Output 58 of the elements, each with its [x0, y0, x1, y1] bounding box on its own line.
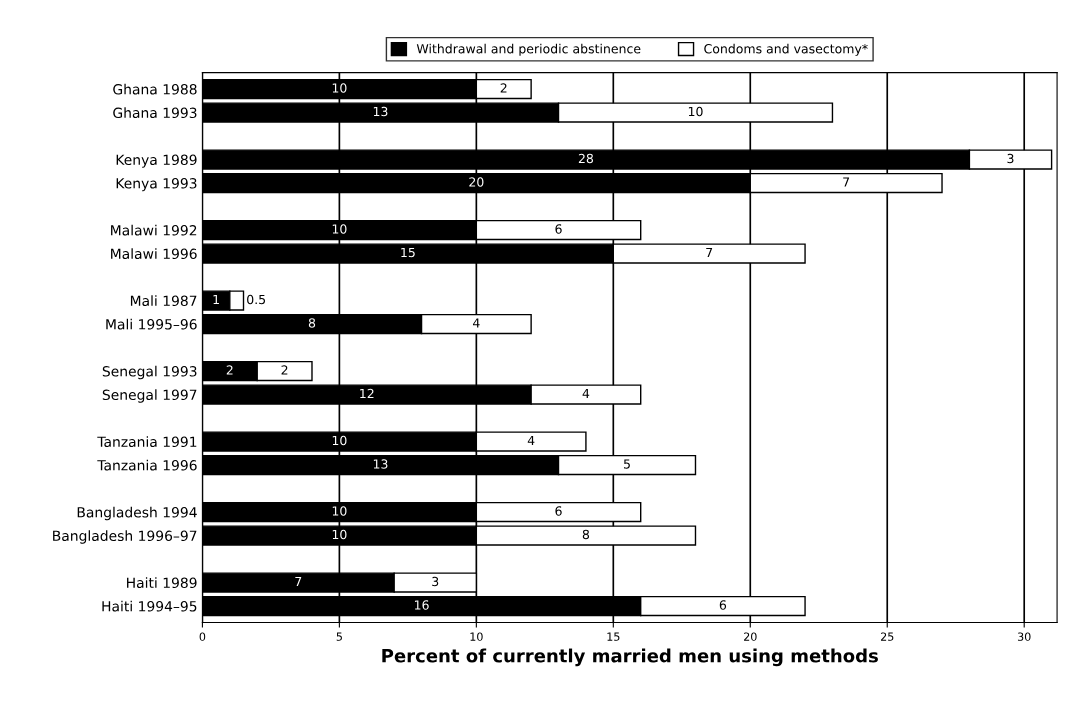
x-tick-label: 30: [1017, 632, 1031, 641]
y-tick-label: Ghana 1993: [113, 107, 197, 119]
data-label: 10: [332, 435, 347, 446]
data-label: 13: [373, 106, 388, 117]
y-tick-label: Kenya 1993: [116, 178, 197, 192]
y-tick-label: Kenya 1989: [116, 154, 197, 168]
data-label: 6: [555, 506, 562, 516]
data-label: 2: [500, 83, 507, 93]
data-label: 6: [719, 600, 727, 610]
data-label: 10: [688, 106, 703, 117]
legend-label: Withdrawal and periodic abstinence: [416, 43, 641, 56]
data-label: 5: [624, 459, 630, 469]
x-tick-label: 0: [199, 632, 206, 641]
y-tick-label: Haiti 1989: [127, 577, 197, 589]
x-tick-label: 15: [607, 632, 620, 641]
x-tick-label: 25: [880, 632, 894, 641]
y-tick-label: Malawi 1996: [111, 248, 197, 260]
data-label: 7: [706, 247, 713, 258]
data-label: 8: [308, 318, 316, 328]
data-label: 10: [332, 529, 347, 540]
y-tick-label: Tanzania 1996: [97, 459, 197, 471]
legend-label: Condoms and vasectomy*: [704, 43, 868, 56]
data-label: 0.5: [247, 294, 266, 305]
x-tick-label: 10: [470, 632, 483, 641]
y-tick-label: Mali 1987: [130, 295, 197, 307]
data-label: 15: [401, 247, 415, 258]
y-tick-label: Bangladesh 1996–97: [53, 530, 197, 544]
data-label: 4: [582, 388, 590, 399]
data-label: 6: [555, 224, 562, 234]
y-tick-label: Senegal 1997: [102, 389, 197, 403]
data-label: 1: [213, 294, 219, 305]
data-label: 20: [469, 177, 484, 187]
data-label: 12: [360, 388, 374, 399]
y-tick-label: Malawi 1992: [111, 224, 197, 236]
data-label: 7: [295, 576, 302, 587]
data-label: 10: [332, 224, 347, 234]
data-label: 16: [414, 600, 429, 610]
x-tick-label: 5: [336, 632, 342, 641]
y-tick-label: Bangladesh 1994: [77, 506, 197, 521]
data-label: 7: [843, 177, 850, 187]
y-tick-label: Tanzania 1991: [97, 436, 197, 448]
data-label: 3: [432, 576, 439, 587]
data-label: 8: [582, 529, 590, 540]
data-label: 4: [472, 318, 480, 328]
data-label: 4: [527, 435, 535, 446]
y-tick-label: Ghana 1988: [113, 83, 197, 95]
y-tick-label: Mali 1995–96: [106, 318, 197, 330]
data-label: 10: [332, 83, 347, 93]
y-tick-label: Haiti 1994–95: [102, 600, 197, 612]
data-label: 2: [281, 365, 288, 375]
data-label: 2: [226, 365, 233, 375]
data-label: 10: [332, 506, 347, 516]
y-tick-label: Senegal 1993: [102, 365, 197, 380]
x-tick-label: 20: [744, 632, 757, 641]
data-label: 13: [373, 459, 388, 469]
data-label: 28: [578, 153, 594, 164]
x-axis-title: Percent of currently married men using methods: [382, 648, 878, 667]
data-label: 3: [1007, 153, 1014, 164]
